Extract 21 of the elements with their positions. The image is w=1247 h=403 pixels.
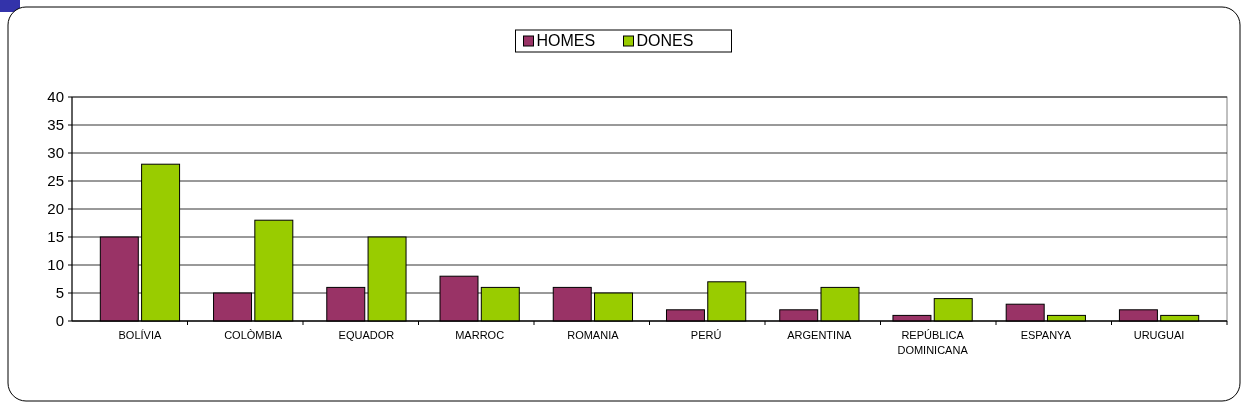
y-tick-label: 5: [55, 284, 64, 302]
y-tick-label: 15: [47, 228, 64, 246]
legend-label: HOMES: [536, 32, 596, 49]
x-tick-label: ROMANIA: [567, 329, 620, 341]
y-tick-label: 30: [47, 144, 64, 162]
x-tick-label: EQUADOR: [338, 329, 395, 341]
x-tick-label: ESPANYA: [1020, 329, 1072, 341]
x-tick-label: REPÚBLICA DOMINICANA: [897, 329, 969, 356]
legend-label: DONES: [636, 32, 694, 49]
y-tick-label: 20: [47, 200, 64, 218]
x-tick-label: URUGUAI: [1133, 329, 1185, 341]
y-tick-label: 35: [47, 116, 64, 134]
x-tick-label: ARGENTINA: [787, 329, 853, 341]
x-tick-label: PERÚ: [690, 329, 722, 341]
y-tick-label: 25: [47, 172, 64, 190]
y-tick-label: 10: [47, 256, 64, 274]
y-tick-label: 0: [55, 312, 64, 330]
x-tick-label: MARROC: [455, 329, 505, 341]
x-tick-label: BOLÍVIA: [118, 329, 162, 341]
x-tick-label: COLÒMBIA: [224, 329, 283, 341]
y-tick-label: 40: [47, 88, 64, 106]
